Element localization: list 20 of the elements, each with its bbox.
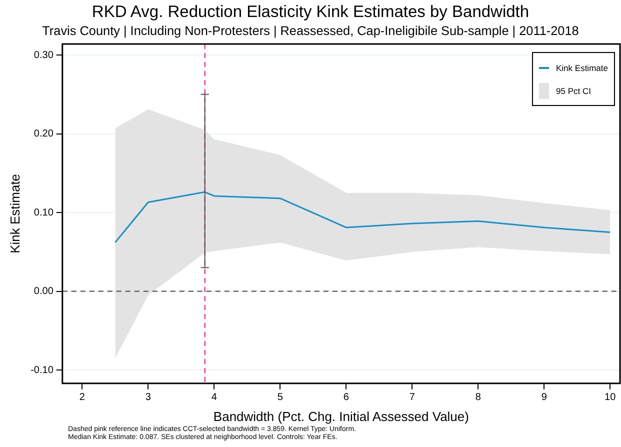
x-tick-label: 8 (475, 392, 482, 404)
x-tick-label: 2 (79, 392, 86, 404)
x-axis-title: Bandwidth (Pct. Chg. Initial Assessed Value) (213, 408, 469, 424)
x-tick-label: 6 (343, 392, 350, 404)
x-tick-label: 9 (541, 392, 548, 404)
y-tick-label: 0.10 (34, 207, 54, 218)
x-tick-label: 5 (277, 392, 284, 404)
chart-subtitle: Travis County | Including Non-Protesters | Reassessed, Cap-Ineligibile Sub-sample | 2011-2018 (41, 24, 580, 38)
annotation: 95 Pct CI (556, 86, 591, 96)
x-tick-label: 7 (409, 392, 416, 404)
y-axis-title: Kink Estimate (7, 174, 22, 254)
y-tick-label: -0.10 (30, 364, 54, 376)
y-tick-label: 0.30 (34, 50, 54, 61)
y-tick-label: 0.00 (34, 286, 54, 298)
chart-title: RKD Avg. Reduction Elasticity Kink Estimates by Bandwidth (90, 3, 530, 22)
x-tick-label: 4 (211, 392, 218, 404)
x-tick-label: 10 (604, 392, 616, 404)
x-tick-label: 3 (145, 392, 152, 404)
y-tick-label: 0.20 (34, 128, 54, 140)
legend-label: Kink Estimate (556, 62, 608, 72)
